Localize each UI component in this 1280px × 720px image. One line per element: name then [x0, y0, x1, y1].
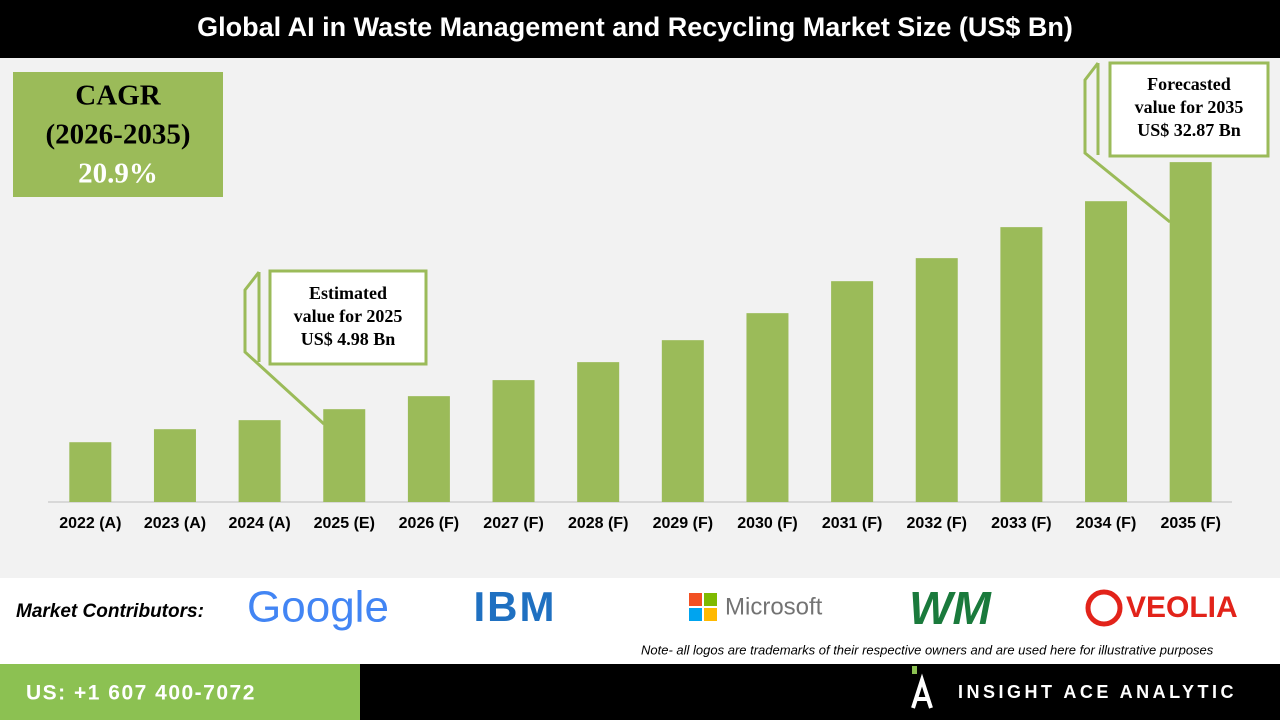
bar	[1085, 201, 1128, 502]
x-tick-label: 2033 (F)	[991, 515, 1051, 532]
phone: US: +1 607 400-7072	[26, 682, 256, 705]
x-tick-label: 2024 (A)	[228, 515, 290, 532]
brand-icon	[911, 673, 933, 709]
brand-bar	[360, 664, 1280, 720]
logo-veolia-mark	[1085, 589, 1123, 627]
annotation-text: value for 2025	[294, 306, 403, 326]
logo-microsoft: Microsoft	[725, 593, 823, 620]
annotation-text: US$ 32.87 Bn	[1137, 120, 1241, 140]
bar	[915, 258, 958, 502]
cagr-label: CAGR	[75, 80, 161, 112]
note: Note- all logos are trademarks of their …	[641, 642, 1214, 657]
callout-line	[1083, 62, 1171, 224]
phone-bar	[0, 664, 360, 720]
callout-line	[243, 271, 326, 426]
x-tick-label: 2032 (F)	[907, 515, 967, 532]
x-tick-label: 2029 (F)	[653, 515, 713, 532]
bar	[238, 420, 281, 502]
x-tick-label: 2027 (F)	[483, 515, 543, 532]
annotation-text: US$ 4.98 Bn	[301, 329, 396, 349]
cagr-box	[13, 72, 223, 197]
title-bar	[0, 0, 1280, 58]
annotation-text: Estimated	[309, 283, 387, 303]
brand: INSIGHT ACE ANALYTIC	[958, 682, 1237, 702]
bar	[661, 340, 704, 502]
x-tick-label: 2028 (F)	[568, 515, 628, 532]
logo-square	[704, 608, 717, 621]
brand-icon	[912, 666, 917, 674]
annotation-text: Forecasted	[1147, 74, 1231, 94]
logo-square	[689, 593, 702, 606]
logo-square	[704, 593, 717, 606]
annotation-text: value for 2035	[1135, 97, 1244, 117]
x-tick-label: 2030 (F)	[737, 515, 797, 532]
bar	[323, 409, 366, 502]
x-tick-label: 2022 (A)	[59, 515, 121, 532]
x-tick-label: 2025 (E)	[314, 515, 375, 532]
bar	[831, 281, 874, 502]
bar	[407, 396, 450, 502]
bar	[69, 442, 112, 502]
x-tick-label: 2031 (F)	[822, 515, 882, 532]
logo-ibm: IBM	[474, 583, 557, 630]
chart-title: Global AI in Waste Management and Recycl…	[197, 12, 1073, 42]
bar	[492, 380, 535, 502]
annotation-box	[1108, 61, 1270, 158]
x-tick-label: 2035 (F)	[1160, 515, 1220, 532]
logo-wm: WM	[909, 582, 992, 634]
logo-veolia: VEOLIA	[1126, 591, 1238, 624]
bar	[1169, 162, 1212, 502]
logo-square	[689, 608, 702, 621]
bar	[746, 313, 789, 502]
cagr-period: (2026-2035)	[46, 119, 191, 151]
x-tick-label: 2023 (A)	[144, 515, 206, 532]
x-tick-label: 2026 (F)	[399, 515, 459, 532]
annotation-box	[268, 269, 428, 366]
logo-google: Google	[247, 583, 389, 632]
cagr-value: 20.9%	[78, 158, 158, 190]
bar	[1000, 227, 1043, 503]
contributors-label: Market Contributors:	[16, 601, 204, 622]
bar	[577, 362, 620, 502]
x-tick-label: 2034 (F)	[1076, 515, 1136, 532]
bar	[153, 429, 196, 502]
